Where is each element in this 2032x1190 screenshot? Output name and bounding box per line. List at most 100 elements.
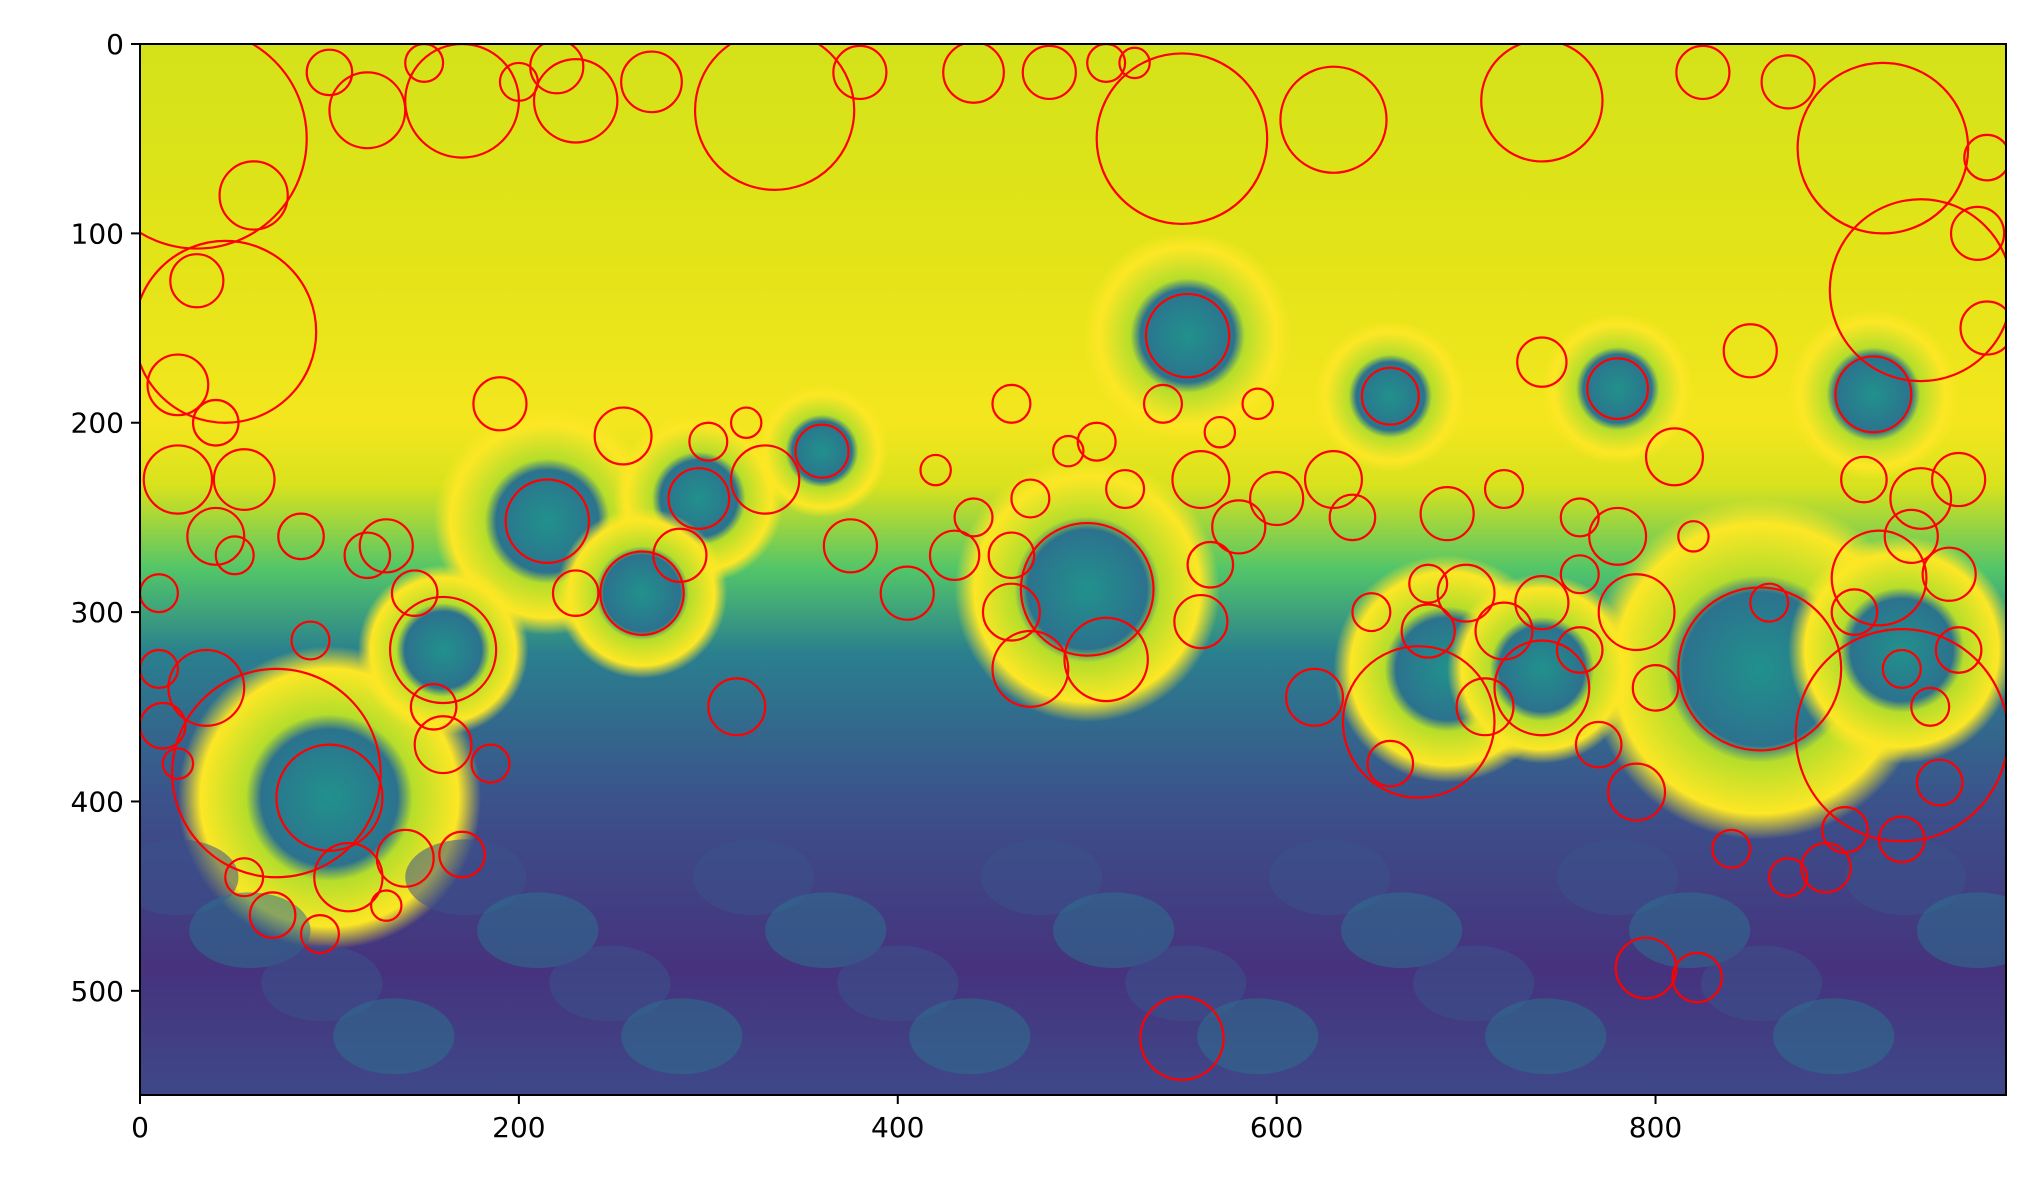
detection-circle xyxy=(729,444,801,515)
detection-circle xyxy=(1910,686,1951,727)
detection-circle xyxy=(1675,44,1731,101)
detection-circle xyxy=(370,889,403,922)
sunflower-head xyxy=(1314,320,1467,473)
detection-circle xyxy=(388,595,498,705)
detection-circle xyxy=(161,747,195,780)
detection-circle xyxy=(1934,626,1983,674)
detection-circle xyxy=(652,527,708,583)
detection-circle xyxy=(1931,451,1987,508)
detection-circle xyxy=(299,913,341,955)
detection-circle xyxy=(1840,455,1888,504)
detection-circle xyxy=(1828,198,2006,383)
sunflower-head xyxy=(954,456,1220,722)
detection-circle xyxy=(214,535,255,576)
sunflower-head xyxy=(755,384,889,518)
detection-circle xyxy=(1559,554,1600,595)
y-tick-label: 100 xyxy=(71,217,124,250)
detection-circle xyxy=(1889,467,1953,530)
detection-circle xyxy=(928,529,981,582)
x-tick-label: 600 xyxy=(1250,1111,1303,1144)
detection-circle xyxy=(358,518,414,574)
detection-circle xyxy=(1877,815,1926,864)
detection-circle xyxy=(1142,383,1184,424)
detection-circle xyxy=(390,569,439,618)
detection-circle xyxy=(1400,603,1456,659)
detection-circle xyxy=(1052,434,1085,468)
detection-circle xyxy=(1711,828,1752,869)
detection-circle xyxy=(140,648,179,689)
detection-circle xyxy=(1559,497,1600,538)
leaf xyxy=(621,998,743,1075)
detection-circle xyxy=(599,550,685,636)
x-tick-label: 400 xyxy=(871,1111,924,1144)
x-tick-label: 200 xyxy=(492,1111,545,1144)
detection-circle xyxy=(1830,529,1928,627)
detection-circle xyxy=(667,467,731,530)
detection-circle xyxy=(140,44,308,250)
detection-circle xyxy=(186,506,246,566)
detection-circle xyxy=(822,518,879,574)
detection-circle xyxy=(1749,582,1790,623)
detection-circle xyxy=(1631,664,1680,712)
leaf xyxy=(1629,892,1751,969)
detection-circle xyxy=(1834,355,1913,434)
leaf xyxy=(981,839,1103,916)
detection-circle xyxy=(212,448,276,511)
detection-circle xyxy=(375,828,435,888)
detection-circle xyxy=(140,573,179,614)
leaf xyxy=(1269,839,1391,916)
detection-circle xyxy=(551,569,600,618)
detection-circle xyxy=(794,423,850,479)
detection-circle xyxy=(409,682,458,731)
leaf xyxy=(909,998,1031,1075)
detection-circle xyxy=(981,582,1041,642)
y-tick-label: 300 xyxy=(71,596,124,629)
leaf xyxy=(1341,892,1463,969)
detection-circle xyxy=(1366,739,1415,788)
detection-circle xyxy=(620,50,683,114)
detection-circle xyxy=(942,44,1005,104)
detection-circle xyxy=(953,497,994,538)
detection-circle xyxy=(290,620,331,661)
y-tick-label: 500 xyxy=(71,975,124,1008)
detection-circle xyxy=(1455,677,1515,737)
detection-circle xyxy=(1677,520,1710,553)
detection-circle xyxy=(1086,44,1127,83)
y-axis: 0 100 200 300 400 500 xyxy=(71,28,140,1008)
detection-circle xyxy=(832,44,888,101)
leaf xyxy=(1772,998,1895,1075)
detection-circle xyxy=(472,376,528,432)
detection-circle xyxy=(991,629,1070,708)
detection-circle xyxy=(328,71,407,150)
detection-circle xyxy=(1963,133,2006,182)
detection-circle xyxy=(1671,951,1723,1004)
detection-circle xyxy=(1722,323,1778,379)
detection-circle xyxy=(1794,628,2006,843)
y-tick-label: 0 xyxy=(106,28,124,61)
detection-circle xyxy=(919,453,952,487)
detection-circle xyxy=(987,531,1036,580)
detection-circle xyxy=(1021,44,1077,101)
y-tick-label: 400 xyxy=(71,785,124,818)
sunflower-head xyxy=(357,564,529,736)
sunflower-head xyxy=(1541,312,1694,465)
detection-circle xyxy=(275,743,384,852)
sunflower-head xyxy=(1788,309,1959,480)
detection-circle xyxy=(1588,506,1648,566)
detection-circle xyxy=(1010,478,1051,519)
leaf xyxy=(1844,839,1967,916)
detection-circle xyxy=(438,830,486,879)
detection-circle xyxy=(1408,563,1449,604)
y-tick-label: 200 xyxy=(71,407,124,440)
detection-circle xyxy=(1830,588,1879,636)
detection-circle xyxy=(1474,601,1534,661)
leaf xyxy=(1485,998,1607,1075)
detection-circle xyxy=(1285,667,1345,727)
detection-circle xyxy=(1768,857,1809,898)
detection-circle xyxy=(1211,499,1267,555)
detection-circle xyxy=(1249,470,1305,527)
detection-circle xyxy=(1821,806,1869,854)
detection-circle xyxy=(1607,762,1667,822)
detection-circle xyxy=(1063,616,1149,703)
detection-circle xyxy=(169,253,225,309)
